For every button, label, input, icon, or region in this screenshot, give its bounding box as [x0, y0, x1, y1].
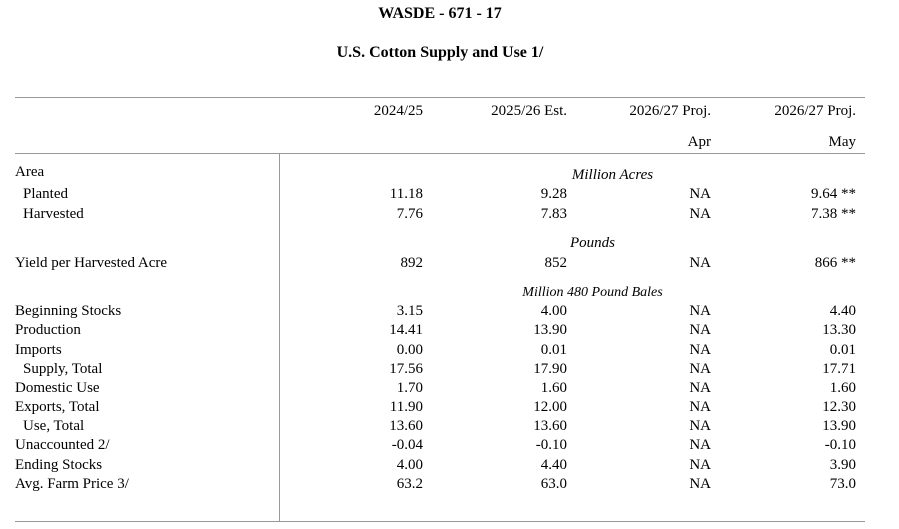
col-subheader-apr: Apr	[687, 134, 711, 150]
table-cell: -0.04	[391, 437, 423, 453]
section-area-label: Area	[15, 164, 45, 180]
table-cell: NA	[689, 303, 711, 319]
col-subheader-may: May	[828, 134, 857, 150]
report-code: WASDE - 671 - 17	[378, 5, 502, 22]
table-cell: NA	[689, 361, 711, 377]
table-cell: 7.38 **	[811, 206, 856, 222]
table-cell: NA	[689, 206, 711, 222]
table-cell: 0.00	[396, 342, 423, 358]
table-title: U.S. Cotton Supply and Use 1/	[336, 44, 544, 61]
table-cell: NA	[689, 186, 711, 202]
row-label: Unaccounted 2/	[15, 437, 110, 453]
row-label: Planted	[23, 186, 68, 202]
table-cell: NA	[689, 399, 711, 415]
table-cell: 12.30	[822, 399, 856, 415]
table-cell: 4.00	[540, 303, 567, 319]
top-rule	[15, 97, 865, 98]
units-million-acres: Million Acres	[571, 167, 654, 183]
table-cell: 1.60	[540, 380, 567, 396]
table-cell: 7.83	[540, 206, 567, 222]
row-label: Imports	[15, 342, 62, 358]
table-cell: 12.00	[533, 399, 567, 415]
table-cell: 4.40	[829, 303, 856, 319]
table-cell: 3.15	[396, 303, 423, 319]
table-cell: 1.60	[829, 380, 856, 396]
table-cell: 0.01	[829, 342, 856, 358]
table-cell: NA	[689, 418, 711, 434]
col-header-2026-27-apr: 2026/27 Proj.	[629, 103, 711, 119]
units-million-bales: Million 480 Pound Bales	[522, 285, 663, 300]
table-cell: NA	[689, 322, 711, 338]
table-cell: -0.10	[535, 437, 567, 453]
table-cell: 13.30	[822, 322, 856, 338]
table-cell: 11.18	[389, 186, 423, 202]
table-cell: -0.10	[824, 437, 856, 453]
table-cell: NA	[689, 255, 711, 271]
row-label: Exports, Total	[15, 399, 100, 415]
table-cell: 9.64 **	[811, 186, 856, 202]
col-header-2024-25: 2024/25	[373, 103, 423, 119]
header-rule	[15, 153, 865, 154]
col-header-2025-26: 2025/26 Est.	[491, 103, 567, 119]
table-cell: 73.0	[829, 476, 856, 492]
table-cell: 4.00	[396, 457, 423, 473]
row-label: Supply, Total	[23, 361, 103, 377]
table-cell: 17.71	[822, 361, 856, 377]
table-cell: 13.60	[389, 418, 423, 434]
table-cell: 852	[544, 255, 568, 271]
table-cell: 63.0	[540, 476, 567, 492]
units-pounds: Pounds	[570, 235, 615, 251]
table-cell: NA	[689, 476, 711, 492]
row-label: Harvested	[23, 206, 84, 222]
table-cell: 1.70	[396, 380, 423, 396]
table-cell: 13.90	[533, 322, 567, 338]
row-label: Production	[15, 322, 81, 338]
table-cell: 17.56	[389, 361, 423, 377]
col-header-2026-27-may: 2026/27 Proj.	[774, 103, 856, 119]
table-cell: 63.2	[396, 476, 423, 492]
table-cell: 14.41	[389, 322, 423, 338]
table-cell: 7.76	[396, 206, 423, 222]
table-cell: 866 **	[814, 255, 856, 271]
table-cell: 4.40	[540, 457, 567, 473]
table-cell: 0.01	[540, 342, 567, 358]
table-cell: 13.90	[822, 418, 856, 434]
row-label: Yield per Harvested Acre	[15, 255, 168, 271]
bottom-rule	[15, 521, 865, 522]
table-cell: NA	[689, 457, 711, 473]
table-cell: 11.90	[389, 399, 423, 415]
row-label: Use, Total	[23, 418, 85, 434]
table-cell: NA	[689, 380, 711, 396]
table-cell: NA	[689, 437, 711, 453]
row-label: Beginning Stocks	[15, 303, 122, 319]
table-cell: 9.28	[540, 186, 567, 202]
row-label: Avg. Farm Price 3/	[15, 476, 129, 492]
column-divider	[279, 153, 280, 521]
table-cell: 17.90	[533, 361, 567, 377]
row-label: Ending Stocks	[15, 457, 103, 473]
table-cell: 13.60	[533, 418, 567, 434]
table-cell: NA	[689, 342, 711, 358]
table-cell: 3.90	[829, 457, 856, 473]
table-cell: 892	[400, 255, 424, 271]
row-label: Domestic Use	[15, 380, 100, 396]
